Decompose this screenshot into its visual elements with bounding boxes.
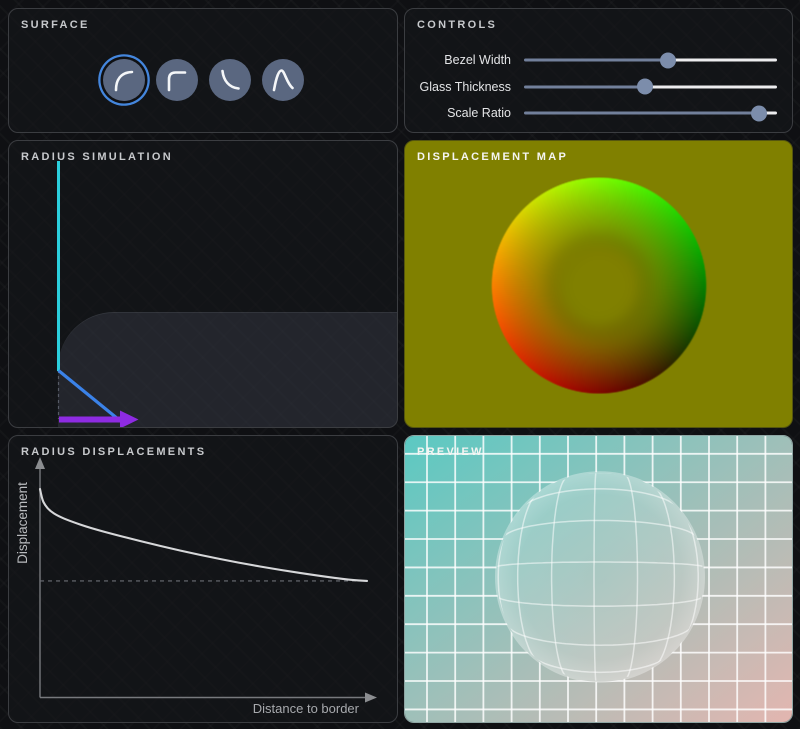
glass-thickness-slider[interactable] — [524, 78, 777, 95]
radius-simulation-panel: RADIUS SIMULATION — [8, 140, 398, 428]
scale-ratio-slider[interactable] — [524, 105, 777, 122]
glass-thickness-label: Glass Thickness — [419, 79, 511, 94]
glass-thickness-slider-row: Glass Thickness — [405, 74, 792, 101]
bump-profile-icon — [262, 59, 304, 101]
preview-panel-title: PREVIEW — [417, 446, 484, 458]
y-axis-label: Displacement — [15, 482, 30, 564]
dashboard-grid: SURFACE — [8, 8, 793, 723]
radius-displacements-panel-title: RADIUS DISPLACEMENTS — [21, 446, 207, 458]
glass-thickness-slider-handle[interactable] — [637, 78, 654, 95]
scale-ratio-slider-handle[interactable] — [751, 105, 768, 122]
surface-profile-button-rounded-corner[interactable] — [155, 59, 198, 101]
surface-profile-button-circular[interactable] — [102, 59, 145, 101]
controls-panel: CONTROLS Bezel Width Glass Thickness Sca… — [404, 8, 793, 133]
purple-right-arrow-icon — [59, 410, 139, 427]
radius-displacements-chart: Displacement Distance to border — [15, 457, 377, 716]
x-axis-label: Distance to border — [253, 701, 360, 716]
surface-panel-title: SURFACE — [21, 19, 90, 31]
right-arrow-icon — [365, 692, 377, 703]
rounded-corner-profile-icon — [156, 59, 198, 101]
bezel-width-label: Bezel Width — [444, 53, 511, 68]
preview-panel: PREVIEW — [404, 435, 793, 723]
surface-button-row — [9, 59, 397, 101]
surface-profile-button-bump[interactable] — [261, 59, 304, 101]
radius-simulation-vectors — [57, 161, 139, 427]
bezel-width-slider[interactable] — [524, 52, 777, 69]
displacement-map-panel-title: DISPLACEMENT MAP — [417, 151, 569, 163]
decay-profile-icon — [209, 59, 251, 101]
bezel-width-slider-handle[interactable] — [660, 52, 677, 69]
radius-simulation-panel-title: RADIUS SIMULATION — [21, 151, 173, 163]
preview-refraction-scene — [405, 436, 792, 722]
bezel-width-slider-row: Bezel Width — [405, 47, 792, 74]
displacement-map-sphere — [405, 141, 792, 427]
radius-displacements-panel: RADIUS DISPLACEMENTS Displacement Distan… — [8, 435, 398, 723]
blue-displacement-vector-line — [57, 369, 120, 421]
glass-slab-shape — [58, 312, 397, 427]
slider-rows: Bezel Width Glass Thickness Scale Ratio — [405, 47, 792, 127]
scale-ratio-label: Scale Ratio — [447, 106, 511, 121]
controls-panel-title: CONTROLS — [417, 19, 498, 31]
surface-panel: SURFACE — [8, 8, 398, 133]
scale-ratio-slider-row: Scale Ratio — [405, 100, 792, 127]
circular-profile-icon — [103, 59, 145, 101]
up-arrow-icon — [35, 457, 45, 469]
displacement-curve — [38, 487, 369, 582]
displacement-map-panel: DISPLACEMENT MAP — [404, 140, 793, 428]
surface-profile-button-decay[interactable] — [208, 59, 251, 101]
